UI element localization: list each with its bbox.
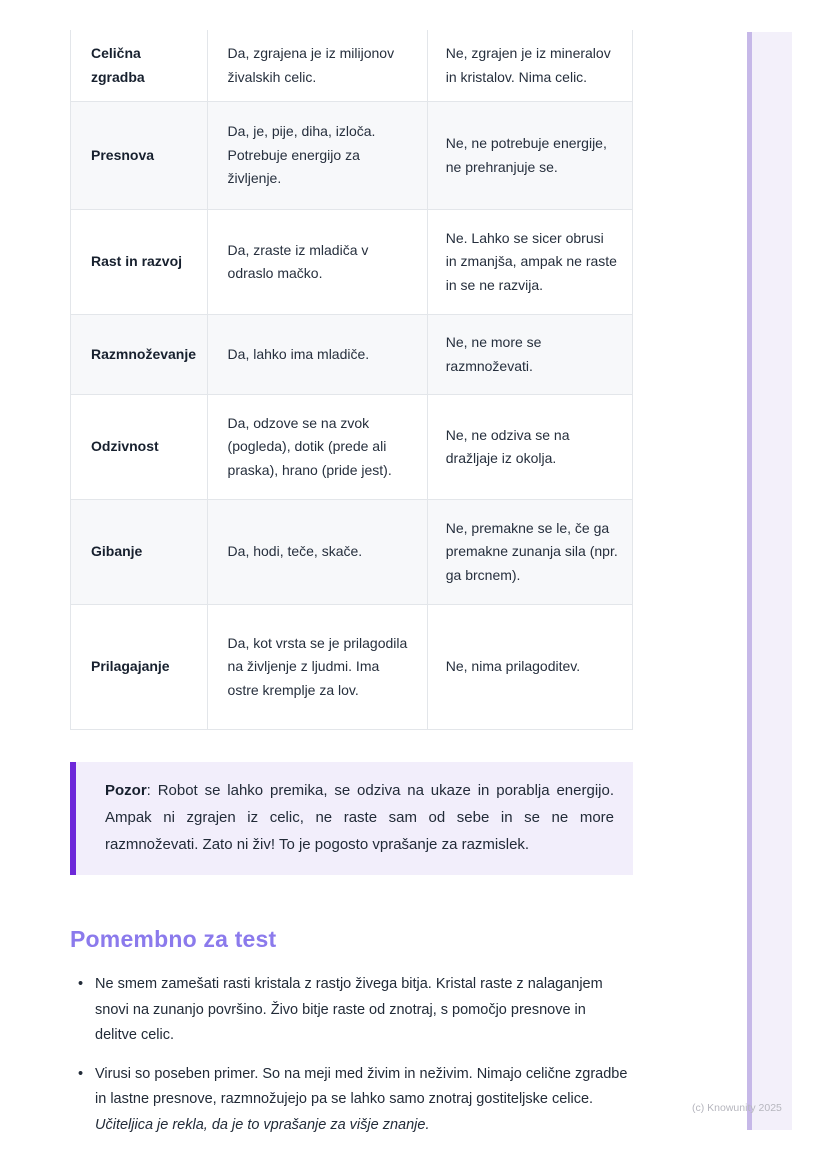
table-cell-living-example: Da, odzove se na zvok (pogleda), dotik (…	[208, 395, 428, 499]
table-row: Presnova Da, je, pije, diha, izloča. Pot…	[71, 102, 632, 210]
table-cell-property-label: Presnova	[71, 102, 208, 209]
table-cell-living-example: Da, lahko ima mladiče.	[208, 315, 428, 394]
table-row: Celična zgradba Da, zgrajena je iz milij…	[71, 30, 632, 102]
table-cell-nonliving-example: Ne, nima prilagoditev.	[445, 658, 581, 675]
living-vs-nonliving-table: Celična zgradba Da, zgrajena je iz milij…	[70, 30, 633, 730]
callout-label: Pozor	[105, 782, 147, 799]
table-cell-nonliving-example: Ne, ne potrebuje energije, ne prehranjuj…	[445, 135, 607, 175]
bullet-list: • Ne smem zamešati rasti kristala z rast…	[70, 972, 628, 1151]
bullet-text: Ne smem zamešati rasti kristala z rastjo…	[95, 976, 603, 1043]
table-cell-living-example: Da, zgrajena je iz milijonov živalskih c…	[208, 30, 428, 101]
table-cell-nonliving-example: Ne, premakne se le, če ga premakne zunan…	[445, 519, 618, 583]
list-item: • Virusi so poseben primer. So na meji m…	[70, 1062, 628, 1139]
table-cell-living-example: Da, zraste iz mladiča v odraslo mačko.	[208, 210, 428, 314]
table-row: Prilagajanje Da, kot vrsta se je prilago…	[71, 605, 632, 730]
list-item: • Ne smem zamešati rasti kristala z rast…	[70, 972, 628, 1049]
table-cell-living-example: Da, je, pije, diha, izloča. Potrebuje en…	[208, 102, 428, 209]
bullet-italic-text: Učiteljica je rekla, da je to vprašanje …	[95, 1116, 430, 1133]
copyright-watermark: (c) Knowunity 2025	[692, 1102, 782, 1114]
bullet-marker-icon: •	[78, 1065, 84, 1082]
table-cell-property-label: Celična zgradba	[71, 30, 208, 101]
callout-text: Pozor: Robot se lahko premika, se odziva…	[105, 777, 614, 858]
bullet-text: Virusi so poseben primer. So na meji med…	[95, 1065, 628, 1108]
bullet-marker-icon: •	[78, 976, 84, 992]
callout-body: : Robot se lahko premika, se odziva na u…	[105, 782, 614, 853]
table-row: Rast in razvoj Da, zraste iz mladiča v o…	[71, 210, 632, 315]
table-cell-nonliving-example: Ne. Lahko se sicer obrusi in zmanjša, am…	[445, 229, 617, 293]
table-row: Gibanje Da, hodi, teče, skače. Ne, prema…	[71, 500, 632, 605]
table-row: Odzivnost Da, odzove se na zvok (pogleda…	[71, 395, 632, 500]
table-cell-living-example: Da, kot vrsta se je prilagodila na življ…	[208, 605, 428, 729]
table-row: Razmnoževanje Da, lahko ima mladiče. Ne,…	[71, 315, 632, 395]
table-cell-property-label: Rast in razvoj	[71, 210, 208, 314]
table-cell-nonliving-example: Ne, zgrajen je iz mineralov in kristalov…	[445, 45, 611, 85]
page-edge-ribbon	[747, 32, 792, 1130]
table-cell-property-label: Odzivnost	[71, 395, 208, 499]
table-cell-living-example: Da, hodi, teče, skače.	[208, 500, 428, 604]
table-cell-nonliving-example: Ne, ne more se razmnoževati.	[445, 334, 542, 374]
table-cell-property-label: Razmnoževanje	[71, 315, 208, 394]
section-heading: Pomembno za test	[70, 926, 277, 952]
table-cell-nonliving-example: Ne, ne odziva se na dražljaje iz okolja.	[445, 426, 570, 467]
callout-note: Pozor: Robot se lahko premika, se odziva…	[70, 762, 633, 875]
table-cell-property-label: Gibanje	[71, 500, 208, 604]
table-cell-property-label: Prilagajanje	[71, 605, 208, 729]
